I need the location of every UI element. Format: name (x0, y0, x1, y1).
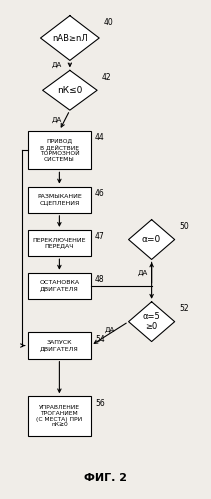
Text: 54: 54 (95, 335, 105, 344)
Text: ОСТАНОВКА
ДВИГАТЕЛЯ: ОСТАНОВКА ДВИГАТЕЛЯ (39, 280, 80, 291)
Polygon shape (128, 302, 175, 341)
Text: ДА: ДА (51, 62, 61, 68)
FancyBboxPatch shape (28, 272, 91, 299)
Text: 40: 40 (103, 18, 113, 27)
Text: 52: 52 (179, 304, 188, 313)
Polygon shape (41, 15, 99, 60)
Text: РАЗМЫКАНИЕ
СЦЕПЛЕНИЯ: РАЗМЫКАНИЕ СЦЕПЛЕНИЯ (37, 194, 82, 205)
Text: 42: 42 (101, 73, 111, 82)
FancyBboxPatch shape (28, 396, 91, 436)
Text: ЗАПУСК
ДВИГАТЕЛЯ: ЗАПУСК ДВИГАТЕЛЯ (40, 340, 79, 351)
FancyBboxPatch shape (28, 332, 91, 359)
Text: 50: 50 (179, 222, 189, 231)
Text: ФИГ. 2: ФИГ. 2 (84, 474, 127, 484)
FancyBboxPatch shape (28, 131, 91, 169)
Text: ДА: ДА (51, 117, 61, 123)
Text: 47: 47 (95, 233, 105, 242)
FancyBboxPatch shape (28, 230, 91, 256)
Text: ПРИВОД
В ДЕЙСТВИЕ
ТОРМОЗНОЙ
СИСТЕМЫ: ПРИВОД В ДЕЙСТВИЕ ТОРМОЗНОЙ СИСТЕМЫ (40, 138, 79, 162)
Polygon shape (43, 70, 97, 110)
Text: 44: 44 (95, 133, 105, 142)
Text: 56: 56 (95, 399, 105, 408)
Text: α=0: α=0 (142, 235, 161, 244)
Text: 48: 48 (95, 275, 105, 284)
Text: ДА: ДА (137, 269, 147, 276)
Text: ПЕРЕКЛЮЧЕНИЕ
ПЕРЕДАЧ: ПЕРЕКЛЮЧЕНИЕ ПЕРЕДАЧ (33, 238, 86, 249)
FancyBboxPatch shape (28, 187, 91, 213)
Text: 46: 46 (95, 189, 105, 198)
Text: nК≤0: nК≤0 (57, 86, 83, 95)
Text: nАВ≥nЛ: nАВ≥nЛ (52, 33, 88, 42)
Text: α=5
≥0: α=5 ≥0 (143, 312, 161, 331)
Text: УПРАВЛЕНИЕ
ТРОГАНИЕМ
(С МЕСТА) ПРИ
nК≥0: УПРАВЛЕНИЕ ТРОГАНИЕМ (С МЕСТА) ПРИ nК≥0 (36, 405, 83, 428)
Text: ДА: ДА (105, 327, 115, 333)
Polygon shape (128, 220, 175, 259)
